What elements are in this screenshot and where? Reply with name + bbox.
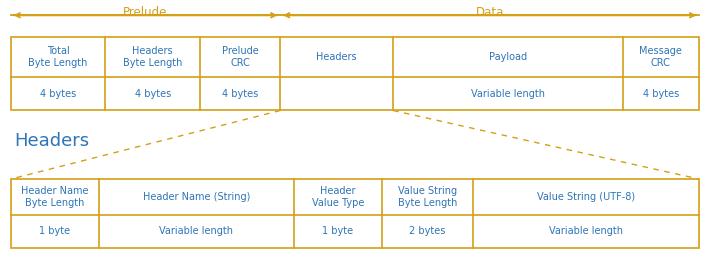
Text: 4 bytes: 4 bytes bbox=[642, 89, 679, 99]
Text: Value String (UTF-8): Value String (UTF-8) bbox=[537, 192, 635, 202]
Text: 1 byte: 1 byte bbox=[322, 226, 353, 236]
Text: 1 byte: 1 byte bbox=[39, 226, 70, 236]
Text: Payload: Payload bbox=[489, 52, 527, 62]
Text: Prelude
CRC: Prelude CRC bbox=[222, 46, 259, 68]
Text: Headers: Headers bbox=[14, 132, 90, 150]
Text: Message
CRC: Message CRC bbox=[640, 46, 683, 68]
Text: Header Name
Byte Length: Header Name Byte Length bbox=[21, 186, 88, 208]
Text: Value String
Byte Length: Value String Byte Length bbox=[398, 186, 457, 208]
Text: Headers: Headers bbox=[316, 52, 357, 62]
Text: Variable length: Variable length bbox=[471, 89, 545, 99]
Text: 4 bytes: 4 bytes bbox=[40, 89, 76, 99]
Text: Total
Byte Length: Total Byte Length bbox=[29, 46, 87, 68]
Text: Headers
Byte Length: Headers Byte Length bbox=[123, 46, 183, 68]
Text: Header Name (String): Header Name (String) bbox=[143, 192, 250, 202]
Text: Variable length: Variable length bbox=[549, 226, 623, 236]
Text: 4 bytes: 4 bytes bbox=[222, 89, 258, 99]
Text: 4 bytes: 4 bytes bbox=[135, 89, 171, 99]
Text: Prelude: Prelude bbox=[123, 6, 168, 19]
Bar bbox=[11, 37, 699, 110]
Text: 2 bytes: 2 bytes bbox=[409, 226, 446, 236]
Text: Header
Value Type: Header Value Type bbox=[311, 186, 364, 208]
Text: Variable length: Variable length bbox=[159, 226, 233, 236]
Bar bbox=[11, 179, 699, 248]
Text: Data: Data bbox=[475, 6, 504, 19]
